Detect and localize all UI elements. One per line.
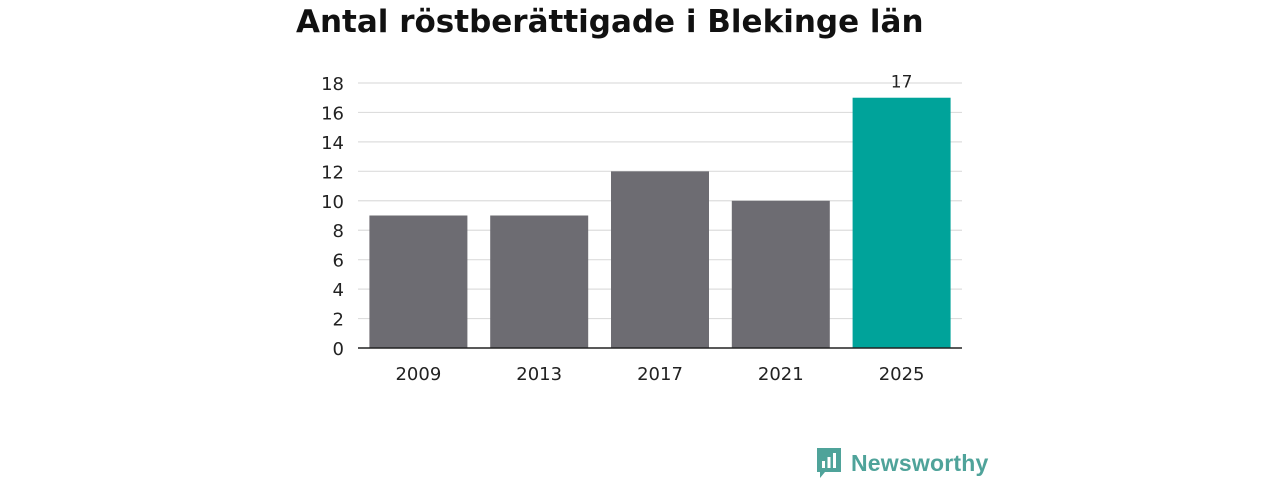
y-tick-label: 0: [333, 339, 344, 360]
y-tick-label: 8: [333, 221, 344, 242]
y-tick-label: 6: [333, 251, 344, 272]
x-tick-label: 2025: [879, 364, 925, 385]
newsworthy-logo: Newsworthy: [815, 446, 988, 480]
x-tick-label: 2009: [395, 364, 441, 385]
y-tick-label: 2: [333, 310, 344, 331]
labels: 0 2 4 6 8 10 12 14 16 18 2009 2013 2017 2021 2025 17: [321, 73, 924, 385]
chart-title: Antal röstberättigade i Blekinge län: [296, 4, 924, 40]
bars: [369, 97, 951, 348]
bar-2021: [731, 200, 830, 348]
data-label-2025: 17: [891, 73, 913, 93]
newsworthy-chart-bubble-icon: [817, 448, 841, 478]
y-tick-label: 16: [321, 103, 344, 124]
x-tick-label: 2017: [637, 364, 683, 385]
y-tick-label: 18: [321, 74, 344, 95]
y-tick-label: 10: [321, 192, 344, 213]
logo-text: Newsworthy: [851, 449, 989, 476]
x-tick-label: 2013: [516, 364, 562, 385]
bar-2013: [490, 215, 589, 348]
y-tick-label: 12: [321, 162, 344, 183]
bar-2009: [369, 215, 468, 348]
bar-2017: [611, 171, 709, 348]
x-tick-label: 2021: [758, 364, 804, 385]
y-tick-label: 4: [333, 280, 344, 301]
y-tick-label: 14: [321, 133, 344, 154]
bar-2025: [852, 97, 951, 348]
